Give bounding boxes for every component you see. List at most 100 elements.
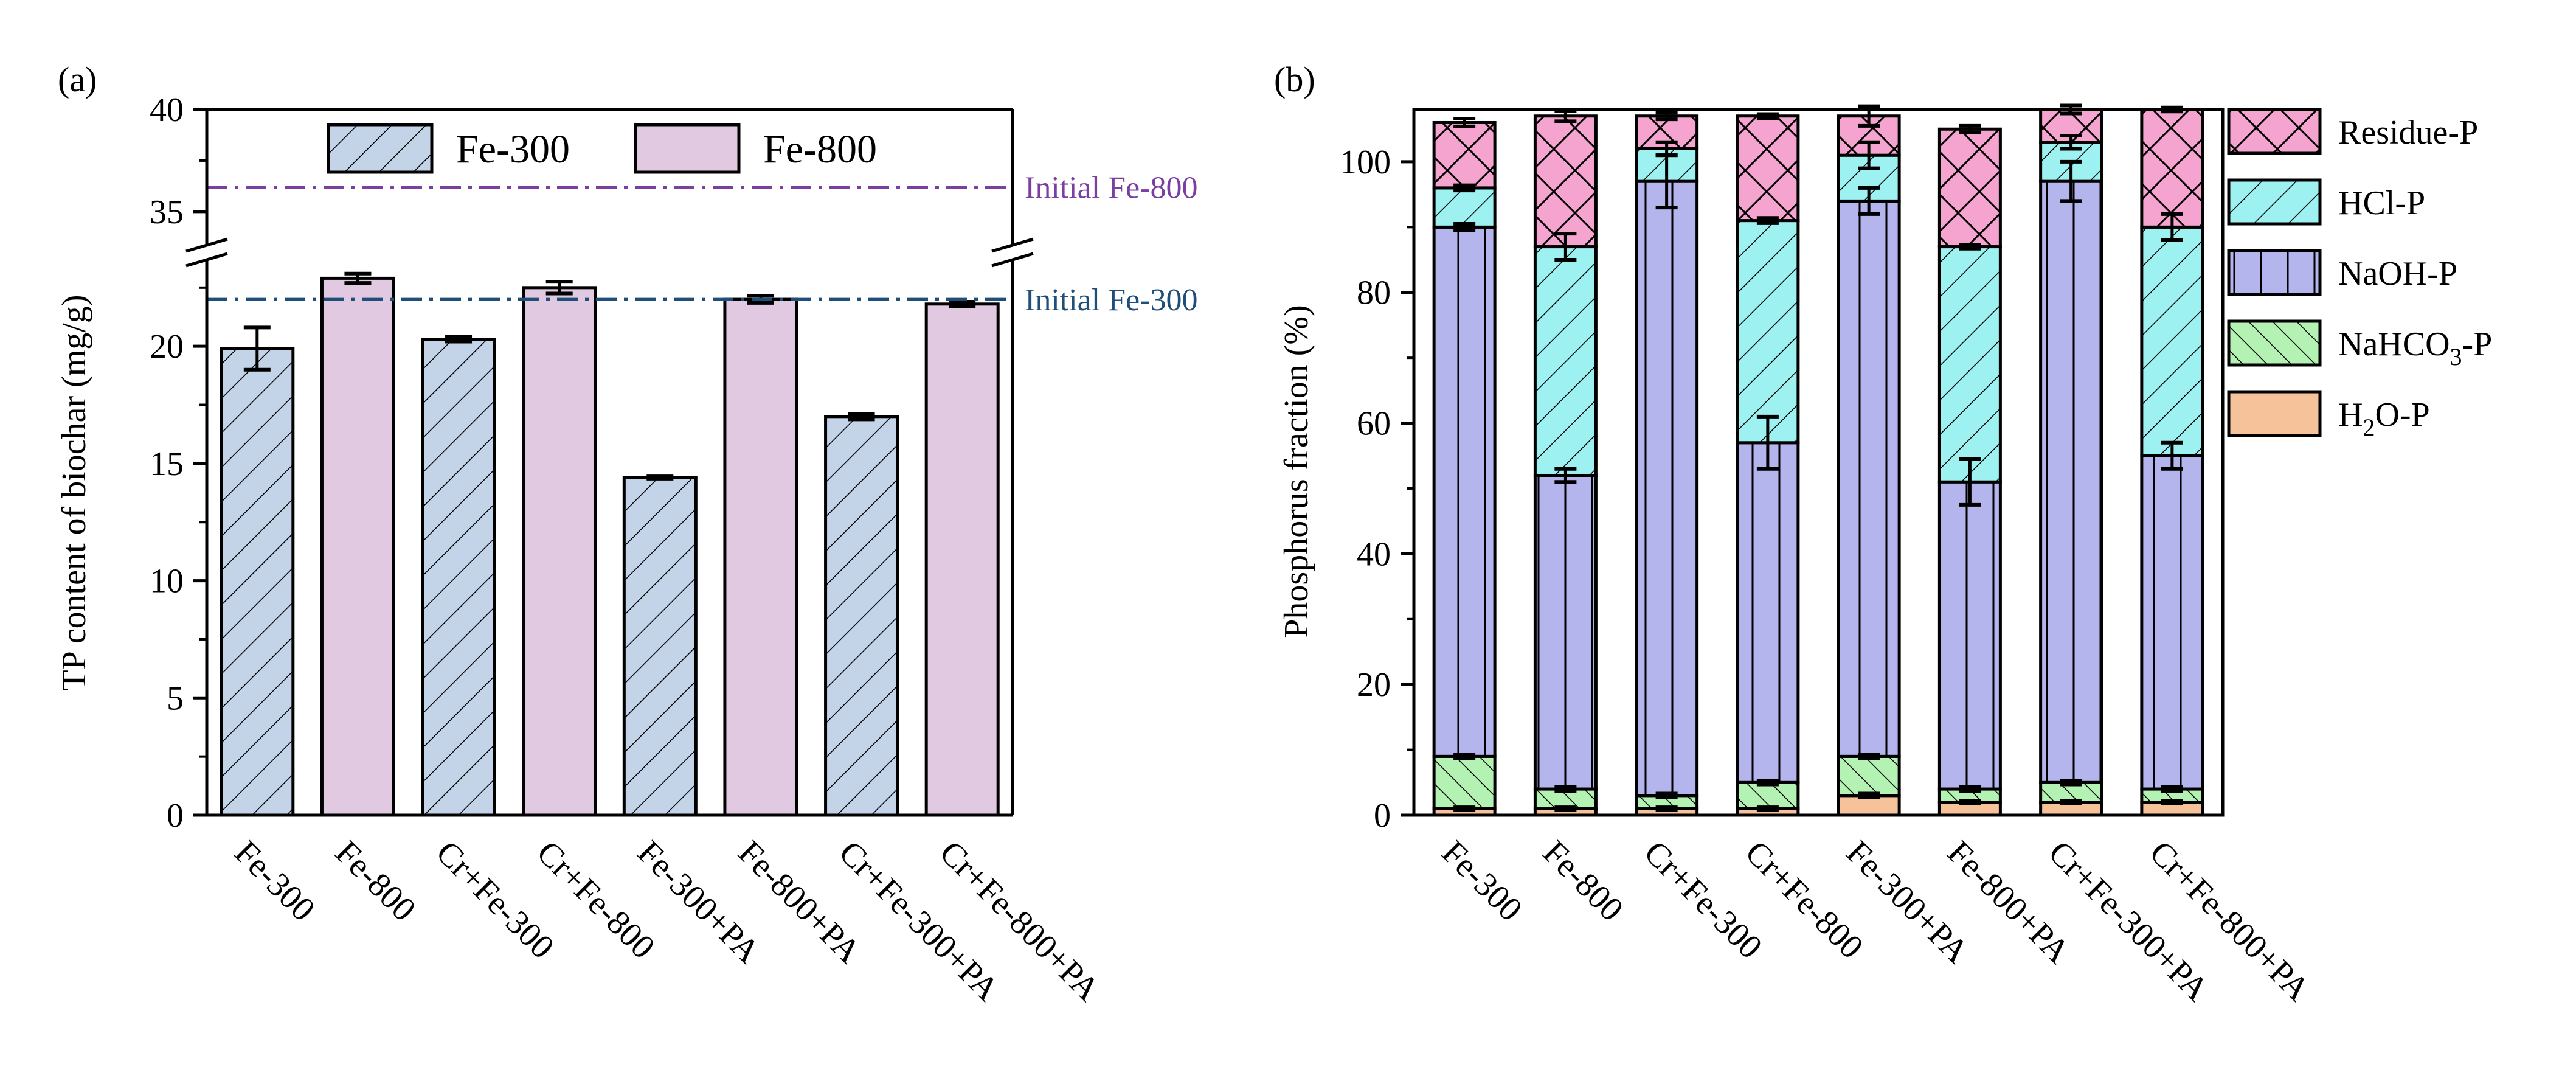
reference-label-initial-fe-300: Initial Fe-300 [1025,283,1198,318]
legend-swatch-residue-p [2227,108,2322,155]
bar-fe-300-naoh-p-hatch [1434,227,1495,757]
legend-label-fe-300: Fe-300 [456,127,570,172]
legend-swatch-hcl-p [2227,178,2322,226]
legend-swatch-fe-300-hatch [328,125,432,172]
axis-break-mark-left-1 [185,237,228,253]
legend-swatch-fe-300 [327,123,434,174]
panel-b-y-ticks: 0 20 40 60 80 100 [1340,144,1414,835]
panel-b-axes [1412,108,2225,817]
legend-label-nahco3-p: NaHCO3-P [2338,325,2492,370]
legend-swatch-fe-800 [634,123,741,174]
legend-label-residue-p: Residue-P [2338,114,2478,151]
bar-cr-fe-800-fill [523,287,595,815]
panel-b-y-axis-label: Phosphorus fraction (%) [1278,305,1315,638]
y-tick-label-40: 40 [1357,535,1391,573]
panel-a-y-ticks: 0 5 10 15 20 35 40 [150,91,207,835]
panel-b-x-tick-labels: Fe-300 Fe-800 Cr+Fe-300Cr+Fe-800Fe-300+PAF… [1435,833,2317,1009]
legend-label-h2o-p: H2O-P [2338,396,2430,441]
legend-label-fe-800: Fe-800 [763,127,877,172]
legend-swatch-h2o-p-fill [2229,392,2320,436]
bar-fe-800-fill [322,278,394,815]
y-tick-label-20: 20 [1357,666,1391,704]
bar-cr-fe-800-pa-nahco3-p-hatch [2141,789,2203,802]
bar-fe-800-pa-hcl-p-hatch [1939,246,2001,482]
x-tick-label-fe-800: Fe-800 [328,833,423,928]
panel-a-y-axis-label: TP content of biochar (mg/g) [55,294,93,690]
y-tick-label-0: 0 [167,797,184,835]
y-tick-label-40: 40 [150,91,184,129]
panel-a-axes [185,108,1034,817]
y-tick-label-35: 35 [150,193,184,231]
bar-fe-300-hatch [221,349,293,815]
y-tick-label-0: 0 [1374,797,1391,835]
legend-swatch-nahco3-p [2227,319,2322,367]
legend-label-main: H [2338,396,2363,434]
legend-label-main: HCl-P [2338,184,2425,222]
bar-fe-300-residue-p-hatch [1434,122,1495,188]
panel-b-marks [1432,103,2204,817]
bar-cr-fe-800-h2o-p-fill [1737,808,1798,815]
legend-label-suffix: -P [2462,325,2493,363]
bar-fe-300-nahco3-p-hatch [1434,756,1495,809]
bar-fe-800-pa-fill [724,299,797,815]
bar-fe-800-pa-residue-p-hatch [1939,129,2001,247]
legend-swatch-nahco3-p-hatch [2229,321,2320,365]
x-tick-label-fe-300: Fe-300 [1435,833,1529,928]
bar-cr-fe-800-naoh-p-hatch [1737,442,1798,783]
bar-fe-800-residue-p-hatch [1535,116,1596,247]
legend-label-naoh-p: NaOH-P [2338,255,2457,293]
y-tick-label-100: 100 [1340,144,1391,181]
y-tick-label-20: 20 [150,328,184,366]
legend-swatch-naoh-p [2227,249,2322,296]
panel-a-x-tick-labels: Fe-300 Fe-800 Cr+Fe-300Cr+Fe-800Fe-300+PAF… [227,833,1107,1009]
x-tick-label-fe-300: Fe-300 [227,833,322,928]
bar-cr-fe-800-pa-h2o-p-fill [2141,802,2203,815]
panel-a-legend: Fe-300 Fe-800 [327,123,877,174]
y-tick-label-80: 80 [1357,274,1391,312]
legend-swatch-fe-800-fill [635,125,739,172]
panel-b-label: (b) [1274,60,1315,99]
bar-cr-fe-300-pa-naoh-p-hatch [2040,181,2102,783]
bar-cr-fe-800-pa-naoh-p-hatch [2141,456,2203,790]
panel-a-marks: Initial Fe-800 Initial Fe-300 [207,171,1198,817]
legend-label-main: Residue-P [2338,114,2478,151]
bar-fe-300-h2o-p-fill [1434,808,1495,815]
bar-cr-fe-300-hatch [423,339,495,815]
legend-label-subscript: 3 [2450,343,2462,370]
bar-fe-300-hcl-p-hatch [1434,187,1495,228]
bar-cr-fe-300-pa-h2o-p-fill [2040,802,2102,815]
axis-break-mark-right-1 [991,237,1034,253]
bar-fe-800-h2o-p-fill [1535,808,1596,815]
legend-swatch-naoh-p-hatch [2229,251,2320,294]
bar-fe-300-pa-naoh-p-hatch [1838,201,1900,757]
bar-cr-fe-800-pa-hcl-p-hatch [2141,227,2203,456]
panel-a: (a) TP content of biochar (mg/g) Initial… [55,60,1198,1009]
bar-cr-fe-300-pa-hatch [825,416,898,815]
bar-fe-800-pa-h2o-p-fill [1939,802,2001,815]
legend-label-hcl-p: HCl-P [2338,184,2425,222]
bar-fe-300-pa-nahco3-p-hatch [1838,756,1900,796]
legend-label-suffix: O-P [2375,396,2429,434]
bar-fe-300-pa-hatch [624,478,696,815]
bar-cr-fe-800-hcl-p-hatch [1737,220,1798,443]
bar-cr-fe-800-residue-p-hatch [1737,116,1798,221]
legend-swatch-h2o-p [2227,390,2322,437]
legend-label-subscript: 2 [2363,414,2375,441]
legend-swatch-residue-p-hatch [2229,109,2320,153]
y-tick-label-5: 5 [167,680,184,717]
y-tick-label-10: 10 [150,563,184,600]
bar-cr-fe-300-nahco3-p-hatch [1636,795,1697,809]
bar-fe-800-pa-naoh-p-hatch [1939,482,2001,790]
y-tick-label-15: 15 [150,445,184,483]
panel-a-label: (a) [58,60,97,99]
legend-label-main: NaOH-P [2338,255,2457,293]
axis-break-mark-left-2 [185,252,228,268]
bar-fe-800-pa-nahco3-p-hatch [1939,789,2001,802]
legend-swatch-hcl-p-hatch [2229,180,2320,224]
panel-b: (b) Phosphorus fraction (%) 0 20 40 60 80 100… [1274,60,2492,1009]
panel-b-legend: Residue-P HCl-P NaOH-P NaHCO3-P H2O-P [2227,108,2492,441]
bar-fe-800-naoh-p-hatch [1535,475,1596,790]
legend-label-main: NaHCO [2338,325,2450,363]
y-tick-label-60: 60 [1357,405,1391,443]
